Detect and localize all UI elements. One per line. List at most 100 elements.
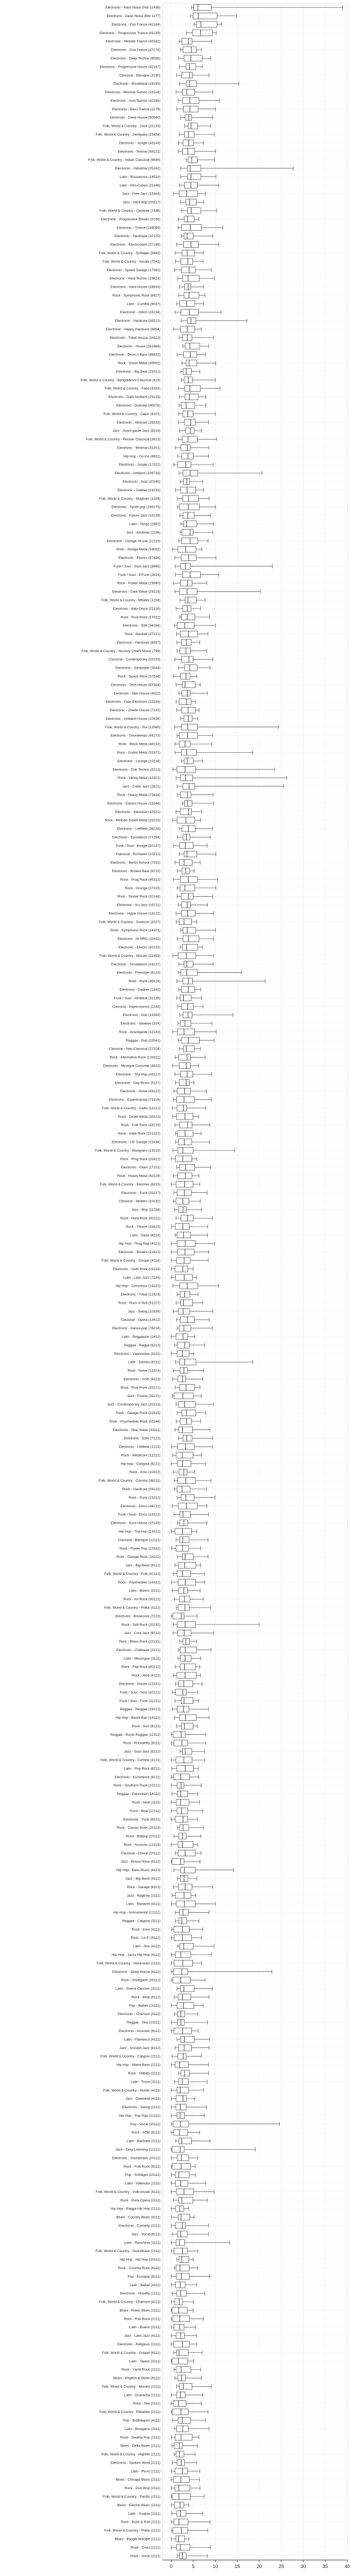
category-label: Latin - Porro (2111): [131, 2469, 160, 2473]
box-221: [177, 1875, 198, 1882]
category-label: Electronic - Tech House (67344): [111, 683, 160, 687]
category-label: Folk, World & Country - Mugham (1326): [99, 497, 160, 501]
category-label: Electronic - Ghetto House (7232): [110, 709, 160, 712]
box-iqr: [174, 2501, 184, 2508]
category-label: Jazz - Afrobeat (2236): [126, 531, 160, 534]
box-iqr: [183, 105, 199, 112]
category-label: Electronic - Bass Trance (2179): [112, 108, 160, 111]
category-label: Electronic - Acid Techno (42184): [111, 99, 160, 103]
box-iqr: [182, 690, 191, 697]
category-label: Electronic - Trip Hop (43217): [116, 1072, 160, 1076]
category-label: Electronic - Industrial (25162): [115, 167, 160, 170]
box-iqr: [180, 580, 193, 587]
box-219: [171, 1858, 201, 1865]
category-label: Rock - Hard Rock (82211): [120, 1217, 160, 1221]
box-iqr: [173, 1968, 189, 1975]
x-tick-label: 35: [323, 2564, 328, 2569]
box-287: [171, 2434, 199, 2441]
box-iqr: [175, 1528, 192, 1535]
category-label: Rock - Stoner Rock (20144): [117, 895, 160, 899]
box-167: [176, 1418, 201, 1425]
box-163: [175, 1384, 200, 1391]
category-label: Electronic - Italo House (4022): [113, 692, 160, 695]
box-iqr: [176, 2392, 186, 2399]
category-label: Electronic - Jumpstyle (3544): [116, 667, 160, 670]
box-27: [181, 233, 213, 239]
category-label: Electronic - Musique Concrete (4632): [103, 1064, 160, 1068]
category-label: Folk, World & Country - Chanson (4111): [99, 2301, 160, 2304]
box-iqr: [172, 2163, 191, 2169]
category-label: Rock - Hardcore (33122): [122, 1488, 160, 1491]
box-85: [174, 724, 279, 730]
box-iqr: [176, 1104, 187, 1111]
category-label: Rock - Garage Rock (22315): [116, 1411, 160, 1415]
category-label: Latin - Salsa (8214): [130, 1233, 160, 1237]
box-229: [177, 1943, 215, 1949]
box-iqr: [174, 2518, 189, 2525]
category-label: Jazz - Contemporary Jazz (32213): [107, 1403, 160, 1407]
category-label: Latin - Bolero (3211): [129, 1589, 160, 1593]
box-116: [178, 986, 201, 993]
box-281: [176, 2383, 211, 2390]
box-iqr: [177, 1028, 195, 1035]
box-131: [173, 1113, 199, 1120]
box-iqr: [182, 681, 195, 688]
box-iqr: [173, 2341, 190, 2347]
box-171: [172, 1452, 202, 1459]
box-69: [175, 588, 261, 595]
box-iqr: [175, 1156, 192, 1162]
box-iqr: [179, 1282, 198, 1289]
box-225: [175, 1909, 209, 1916]
box-iqr: [183, 936, 200, 942]
box-40: [183, 343, 209, 350]
category-label: Rock - Punk (15213): [128, 1496, 160, 1500]
category-label: Electronic - Eurodance (8211): [115, 1775, 160, 1779]
category-label: Blues - Chicago Blues (2111): [116, 2478, 160, 2482]
category-label: Electronic - Religious (2111): [117, 2343, 160, 2346]
box-186: [172, 1579, 205, 1586]
box-iqr: [181, 1697, 193, 1704]
category-label: Electronic - Swing (2111): [122, 2106, 160, 2109]
box-iqr: [175, 1198, 190, 1205]
box-222: [173, 1883, 213, 1890]
box-125: [172, 1062, 199, 1069]
category-label: Electronic - Deep Techno (9556): [111, 56, 160, 60]
category-label: Folk, World & Country - Mizrahi (2111): [102, 2385, 160, 2388]
x-tick-label: 30: [300, 2564, 306, 2569]
box-iqr: [181, 538, 198, 544]
box-285: [173, 2417, 206, 2424]
category-label: Rock - Alternative Rock (134311): [110, 1056, 160, 1060]
box-8: [176, 72, 209, 78]
box-240: [176, 2036, 210, 2043]
category-label: Electronic - Dub (19343): [123, 1013, 160, 1017]
category-label: Electronic - Chanson (4111): [118, 2012, 160, 2016]
box-iqr: [180, 1020, 191, 1027]
category-label: Electronic - Glitch (15134): [120, 311, 160, 314]
box-iqr: [176, 766, 196, 773]
category-label: Electronic - Berlin-School (7331): [110, 861, 160, 865]
box-iqr: [184, 216, 194, 223]
box-54: [174, 461, 214, 468]
box-iqr: [172, 2307, 188, 2314]
box-203: [176, 1722, 198, 1729]
category-label: Electronic - Hard House (28833): [111, 286, 160, 289]
box-iqr: [184, 283, 191, 290]
category-label: Rock - Lo-Fi (8112): [130, 1936, 160, 1940]
box-14: [184, 123, 211, 129]
box-iqr: [181, 444, 191, 451]
category-label: Rock - Shoegaze (10112): [121, 1979, 160, 1982]
box-iqr: [179, 588, 198, 595]
box-iqr: [178, 2044, 192, 2051]
box-299: [171, 2536, 190, 2542]
category-label: Rock - Viking Metal (12321): [118, 776, 160, 780]
box-136: [171, 1156, 197, 1162]
category-label: Electronic - Hard Techno (19814): [110, 277, 160, 281]
category-label: Electronic - Acoustic (6111): [119, 2029, 160, 2033]
box-iqr: [181, 309, 199, 315]
box-58: [177, 495, 209, 502]
box-2: [193, 21, 222, 28]
box-iqr: [173, 2527, 188, 2534]
box-iqr: [178, 1841, 193, 1848]
category-label: Blues - Country Blues (4111): [117, 2216, 161, 2220]
box-205: [171, 1740, 206, 1746]
